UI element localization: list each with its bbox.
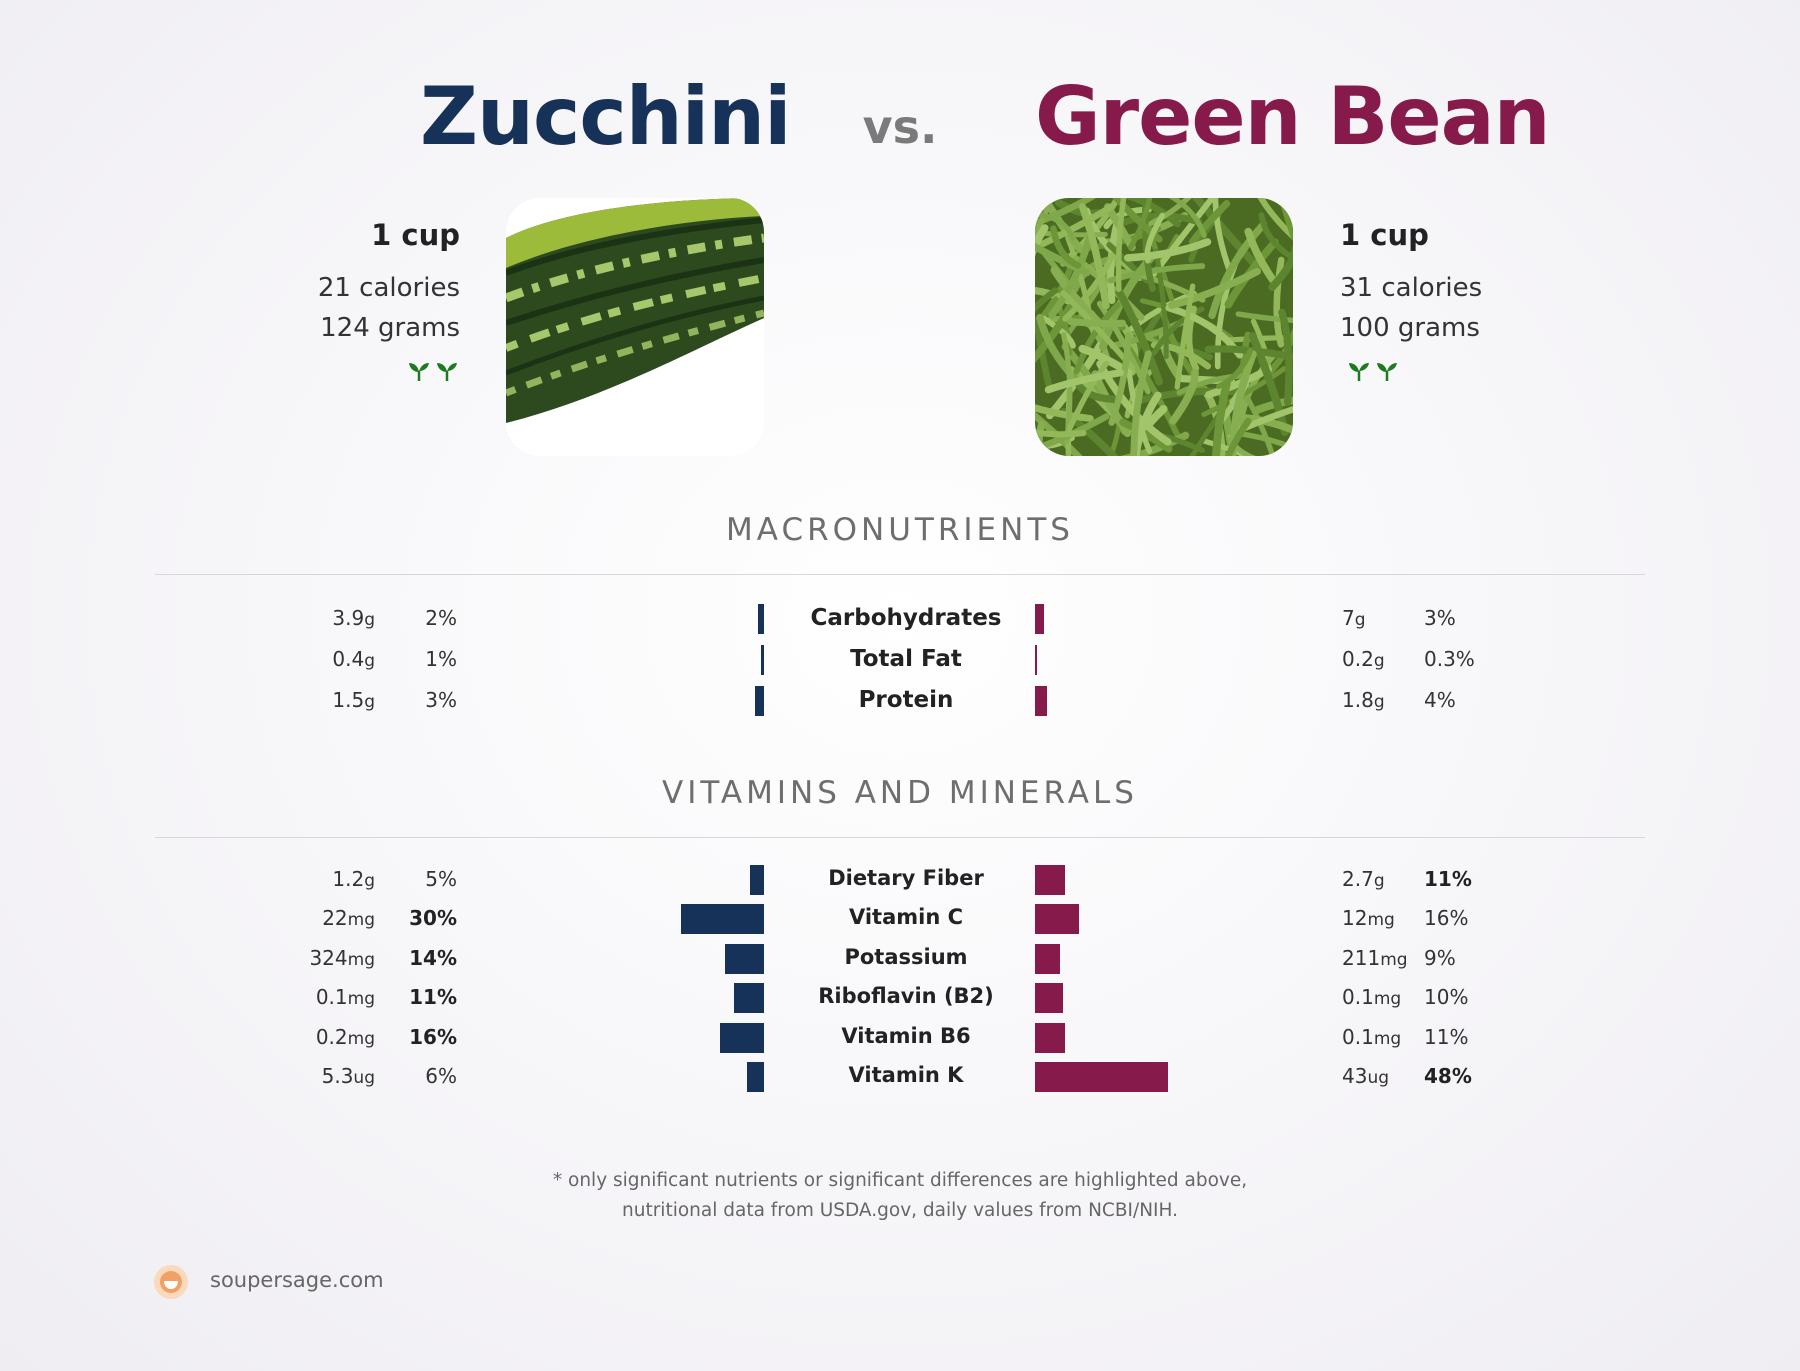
macronutrients-heading: MACRONUTRIENTS: [726, 512, 1074, 548]
right-food-title: Green Bean: [1035, 70, 1551, 163]
left-bar: [719, 1022, 764, 1053]
left-percent: 14%: [409, 945, 457, 970]
footnote-line-1: * only significant nutrients or signific…: [552, 1170, 1248, 1191]
sprout-icon: [1349, 363, 1369, 381]
right-calories: 31 calories: [1340, 273, 1483, 303]
left-bar: [758, 604, 764, 634]
left-food-title: Zucchini: [420, 70, 792, 163]
vitamins-heading: VITAMINS AND MINERALS: [662, 775, 1138, 811]
nutrient-label: Potassium: [844, 944, 968, 969]
left-grams: 124 grams: [320, 313, 460, 343]
right-percent: 11%: [1424, 1024, 1469, 1049]
left-percent: 11%: [409, 985, 457, 1010]
left-percent: 16%: [409, 1024, 457, 1049]
right-bar: [1035, 865, 1066, 895]
right-amount: 0.2g: [1342, 647, 1385, 671]
left-amount: 324mg: [309, 945, 375, 970]
nutrient-label: Riboflavin (B2): [818, 984, 994, 1009]
right-bar: [1035, 645, 1037, 675]
soupersage-logo-icon: [154, 1265, 188, 1299]
right-amount: 0.1mg: [1342, 1024, 1402, 1049]
left-amount: 3.9g: [332, 606, 375, 630]
left-percent: 1%: [425, 647, 457, 671]
right-bar: [1035, 604, 1044, 634]
right-amount: 7g: [1342, 606, 1366, 630]
left-amount: 22mg: [322, 906, 375, 931]
left-bar: [750, 865, 764, 895]
right-amount: 43ug: [1342, 1064, 1390, 1088]
right-percent: 10%: [1424, 985, 1469, 1010]
left-percent: 6%: [425, 1064, 457, 1088]
left-percent: 5%: [425, 867, 457, 891]
left-bar: [680, 904, 764, 935]
nutrient-label: Dietary Fiber: [828, 866, 984, 890]
vitamins-divider: [155, 837, 1645, 838]
nutrient-label: Protein: [858, 687, 954, 713]
left-vegan-badges: [408, 360, 458, 382]
right-percent: 9%: [1424, 945, 1456, 970]
left-amount: 1.5g: [332, 688, 375, 712]
right-percent: 48%: [1424, 1064, 1472, 1088]
right-amount: 1.8g: [1342, 688, 1385, 712]
right-amount: 12mg: [1342, 906, 1395, 931]
sprout-icon: [1377, 363, 1397, 381]
left-bar: [733, 983, 764, 1014]
left-amount: 1.2g: [332, 867, 375, 891]
nutrient-label: Total Fat: [850, 646, 962, 672]
right-vegan-badges: [1348, 360, 1398, 382]
brand-link[interactable]: soupersage.com: [210, 1268, 384, 1292]
right-serving: 1 cup: [1340, 218, 1429, 252]
right-percent: 3%: [1424, 606, 1456, 630]
vs-label: vs.: [862, 100, 938, 154]
left-amount: 0.1mg: [315, 985, 375, 1010]
right-percent: 11%: [1424, 867, 1472, 891]
left-amount: 0.2mg: [315, 1024, 375, 1049]
left-percent: 30%: [409, 906, 457, 931]
sprout-icon: [437, 363, 457, 381]
right-percent: 16%: [1424, 906, 1469, 931]
left-amount: 5.3ug: [321, 1064, 375, 1088]
footnote-line-2: nutritional data from USDA.gov, daily va…: [622, 1200, 1178, 1221]
right-bar: [1035, 1062, 1168, 1092]
zucchini-image: [506, 198, 764, 456]
right-bar: [1035, 943, 1060, 974]
left-bar: [761, 645, 764, 675]
nutrient-label: Vitamin C: [848, 905, 964, 930]
left-percent: 3%: [425, 688, 457, 712]
left-bar: [755, 686, 764, 716]
nutrient-label: Vitamin B6: [841, 1023, 971, 1048]
right-bar: [1035, 904, 1080, 935]
left-bar: [747, 1062, 764, 1092]
right-bar: [1035, 983, 1063, 1014]
left-serving: 1 cup: [371, 218, 460, 252]
right-bar: [1035, 1022, 1066, 1053]
right-percent: 0.3%: [1424, 647, 1475, 671]
macronutrients-divider: [155, 574, 1645, 575]
right-percent: 4%: [1424, 688, 1456, 712]
left-calories: 21 calories: [317, 273, 460, 303]
right-grams: 100 grams: [1340, 313, 1480, 343]
left-percent: 2%: [425, 606, 457, 630]
green-bean-image: [1035, 198, 1293, 456]
right-amount: 211mg: [1342, 945, 1408, 970]
sprout-icon: [409, 363, 429, 381]
right-bar: [1035, 686, 1047, 716]
right-amount: 2.7g: [1342, 867, 1385, 891]
left-amount: 0.4g: [332, 647, 375, 671]
nutrient-label: Vitamin K: [848, 1063, 964, 1087]
nutrient-label: Carbohydrates: [810, 605, 1002, 631]
left-bar: [725, 943, 764, 974]
right-amount: 0.1mg: [1342, 985, 1402, 1010]
